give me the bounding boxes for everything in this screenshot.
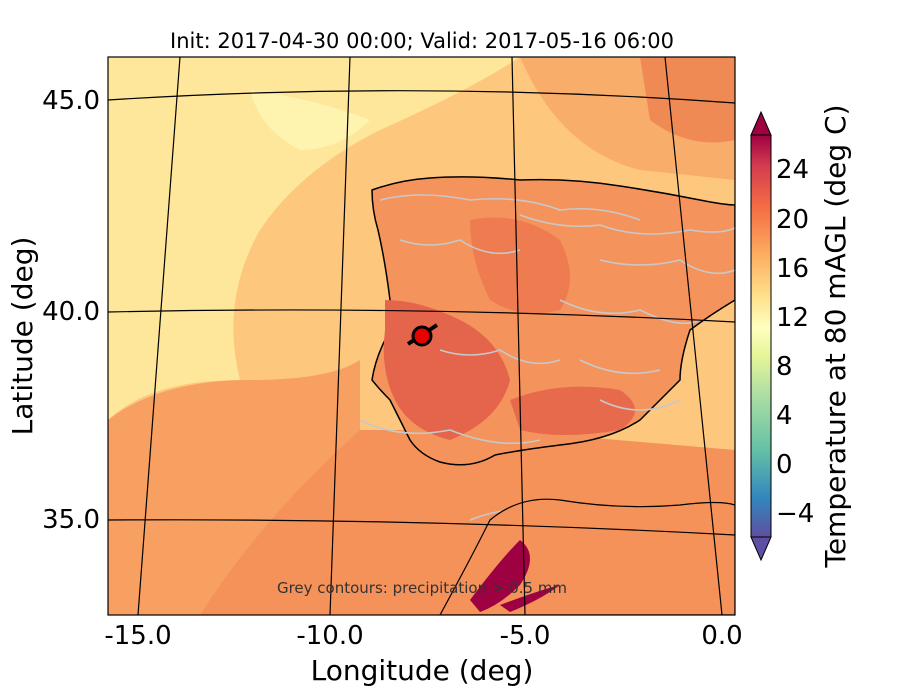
cool-sea-strip <box>250 90 370 150</box>
cb-tick-16: 16 <box>776 254 809 284</box>
cb-tick-8: 8 <box>776 352 793 382</box>
cb-tick-minus4: −4 <box>776 499 814 529</box>
x-tick-minus5: -5.0 <box>500 621 551 651</box>
axes-frame <box>107 56 736 616</box>
cool-sea-band <box>108 57 520 420</box>
x-tick-0: 0.0 <box>701 621 742 651</box>
cb-tick-4: 4 <box>776 401 793 431</box>
dark-precip-streak <box>500 585 560 612</box>
land-hot-zone-south <box>510 386 635 435</box>
plot-title: Init: 2017-04-30 00:00; Valid: 2017-05-1… <box>170 29 674 53</box>
y-axis-label: Latitude (deg) <box>6 237 39 436</box>
dark-precip-band <box>470 540 530 612</box>
precip-annotation: Grey contours: precipitation > 0.5 mm <box>277 579 567 597</box>
land-hot-zone-central <box>470 217 570 314</box>
x-tick-minus15: -15.0 <box>104 621 171 651</box>
x-tick-minus10: -10.0 <box>296 621 363 651</box>
graticule <box>108 57 735 615</box>
cb-tick-12: 12 <box>776 303 809 333</box>
colorbar-body <box>750 134 772 538</box>
y-tick-35: 35.0 <box>42 505 100 535</box>
y-tick-labels: 45.0 40.0 35.0 <box>42 86 100 535</box>
x-axis-label: Longitude (deg) <box>311 654 534 687</box>
cb-tick-0: 0 <box>776 450 793 480</box>
map-area: Grey contours: precipitation > 0.5 mm <box>108 57 735 615</box>
colorbar-ticks: 24 20 16 12 8 4 0 −4 <box>776 155 814 529</box>
colorbar-extend-top <box>750 110 772 136</box>
y-tick-40: 40.0 <box>42 297 100 327</box>
colorbar: 24 20 16 12 8 4 0 −4 Temperature at 80 m… <box>750 104 852 569</box>
y-tick-45: 45.0 <box>42 86 100 116</box>
cb-tick-20: 20 <box>776 205 809 235</box>
x-tick-labels: -15.0 -10.0 -5.0 0.0 <box>104 621 742 651</box>
cb-tick-24: 24 <box>776 155 809 185</box>
colorbar-extend-bottom <box>750 536 772 562</box>
colorbar-label: Temperature at 80 mAGL (deg C) <box>819 104 852 568</box>
site-marker <box>406 323 439 347</box>
